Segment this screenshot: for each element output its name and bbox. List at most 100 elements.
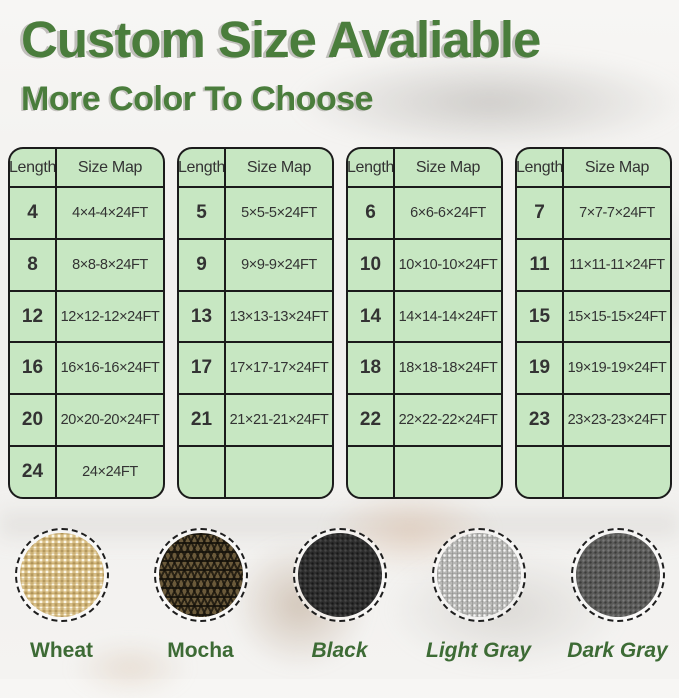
- fabric-texture-light-gray: [436, 533, 521, 617]
- length-cell: 14: [348, 291, 395, 342]
- size-map-cell: 24×24FT: [82, 464, 138, 481]
- size-table: Length Size Map 5 5×5-5×24FT 9 9×9-9×24FT 13 13…: [177, 147, 334, 499]
- swatch-dashed-ring: [153, 528, 248, 622]
- fabric-texture-mocha: [158, 533, 243, 617]
- table-row: 21 21×21-21×24FT: [179, 393, 332, 446]
- size-map-cell: 17×17-17×24FT: [229, 360, 329, 377]
- table-header-row: Length Size Map: [179, 149, 332, 186]
- table-row: 11 11×11-11×24FT: [517, 237, 670, 290]
- column-header: Length: [348, 149, 395, 186]
- table-row: 14 14×14-14×24FT: [348, 289, 501, 342]
- column-header: Length: [517, 149, 564, 186]
- table-row: 13 13×13-13×24FT: [179, 289, 332, 342]
- size-table: Length Size Map 6 6×6-6×24FT 10 10×10-10×24FT…: [346, 147, 503, 499]
- table-row: 18 18×18-18×24FT: [348, 341, 501, 394]
- table-row: 8 8×8-8×24FT: [10, 237, 163, 290]
- size-map-cell: 21×21-21×24FT: [229, 412, 329, 429]
- table-row: [179, 445, 332, 497]
- table-row: 7 7×7-7×24FT: [517, 186, 670, 238]
- table-row: 4 4×4-4×24FT: [10, 186, 163, 238]
- table-row: 20 20×20-20×24FT: [10, 393, 163, 446]
- table-header-row: Length Size Map: [348, 149, 501, 186]
- size-map-cell: 18×18-18×24FT: [398, 360, 498, 377]
- size-map-cell: 12×12-12×24FT: [60, 308, 160, 325]
- table-row: 16 16×16-16×24FT: [10, 341, 163, 394]
- size-map-cell: [226, 447, 332, 497]
- swatch-label: Dark Gray: [567, 639, 668, 662]
- size-map-cell: 22×22-22×24FT: [398, 412, 498, 429]
- table-row: 23 23×23-23×24FT: [517, 393, 670, 446]
- color-swatch-mocha: Mocha: [152, 528, 250, 663]
- length-cell: 5: [179, 188, 226, 238]
- product-infographic: Custom Size Avaliable More Color To Choo…: [0, 11, 679, 698]
- swatch-dashed-ring: [431, 528, 526, 622]
- length-cell: 19: [517, 343, 564, 394]
- length-cell: 7: [517, 188, 564, 238]
- size-map-cell: 7×7-7×24FT: [579, 204, 655, 221]
- size-map-cell: 11×11-11×24FT: [569, 256, 665, 273]
- length-cell: [517, 447, 564, 497]
- size-map-cell: 13×13-13×24FT: [229, 308, 329, 325]
- table-row: 22 22×22-22×24FT: [348, 393, 501, 446]
- length-cell: 21: [179, 395, 226, 446]
- size-map-cell: 9×9-9×24FT: [241, 256, 317, 273]
- table-row: 24 24×24FT: [10, 445, 163, 497]
- length-cell: 23: [517, 395, 564, 446]
- size-map-cell: 15×15-15×24FT: [567, 308, 667, 325]
- table-header-row: Length Size Map: [10, 149, 163, 186]
- length-cell: 15: [517, 291, 564, 342]
- table-row: [348, 445, 501, 497]
- size-map-cell: 4×4-4×24FT: [72, 204, 148, 221]
- length-cell: 16: [10, 343, 57, 394]
- table-row: 12 12×12-12×24FT: [10, 289, 163, 342]
- size-tables: Length Size Map 4 4×4-4×24FT 8 8×8-8×24FT 12 12…: [8, 147, 672, 499]
- page-subtitle: More Color To Choose: [21, 80, 374, 118]
- length-cell: 11: [517, 239, 564, 290]
- fabric-texture-dark-gray: [575, 533, 660, 617]
- table-row: 19 19×19-19×24FT: [517, 341, 670, 394]
- table-row: 17 17×17-17×24FT: [179, 341, 332, 394]
- swatch-label: Light Gray: [426, 639, 532, 662]
- color-swatch-light-gray: Light Gray: [426, 528, 531, 663]
- size-map-cell: [395, 447, 501, 497]
- column-header: Size Map: [415, 158, 481, 176]
- table-row: [517, 445, 670, 497]
- swatch-label: Mocha: [167, 639, 234, 662]
- page-title: Custom Size Avaliable: [21, 11, 541, 68]
- swatch-dashed-ring: [14, 528, 109, 622]
- table-header-row: Length Size Map: [517, 149, 670, 186]
- length-cell: 24: [10, 447, 57, 497]
- length-cell: 20: [10, 395, 57, 446]
- size-table: Length Size Map 7 7×7-7×24FT 11 11×11-11×24FT…: [515, 147, 672, 499]
- size-map-cell: 8×8-8×24FT: [72, 256, 148, 273]
- size-map-cell: 20×20-20×24FT: [60, 412, 160, 429]
- length-cell: 8: [10, 239, 57, 290]
- size-map-cell: [564, 447, 670, 497]
- size-map-cell: 5×5-5×24FT: [241, 204, 317, 221]
- swatch-dashed-ring: [570, 528, 665, 622]
- size-map-cell: 16×16-16×24FT: [60, 360, 160, 377]
- length-cell: [348, 447, 395, 497]
- swatch-label: Black: [311, 639, 368, 662]
- fabric-texture-wheat: [19, 533, 104, 617]
- size-map-cell: 6×6-6×24FT: [410, 204, 486, 221]
- length-cell: 10: [348, 239, 395, 290]
- table-row: 15 15×15-15×24FT: [517, 289, 670, 342]
- color-swatches: Wheat Mocha Black Light Gray Dark Gray: [0, 528, 679, 663]
- length-cell: 22: [348, 395, 395, 446]
- swatch-dashed-ring: [292, 528, 387, 622]
- table-row: 10 10×10-10×24FT: [348, 237, 501, 290]
- color-swatch-dark-gray: Dark Gray: [567, 528, 668, 663]
- column-header: Size Map: [584, 158, 650, 176]
- table-row: 9 9×9-9×24FT: [179, 237, 332, 290]
- column-header: Size Map: [77, 158, 143, 176]
- length-cell: 17: [179, 343, 226, 394]
- fabric-texture-black: [297, 533, 382, 617]
- size-map-cell: 23×23-23×24FT: [567, 412, 667, 429]
- size-table: Length Size Map 4 4×4-4×24FT 8 8×8-8×24FT 12 12…: [8, 147, 165, 499]
- length-cell: 12: [10, 291, 57, 342]
- size-map-cell: 14×14-14×24FT: [398, 308, 498, 325]
- size-map-cell: 10×10-10×24FT: [398, 256, 498, 273]
- color-swatch-wheat: Wheat: [13, 528, 111, 663]
- length-cell: 13: [179, 291, 226, 342]
